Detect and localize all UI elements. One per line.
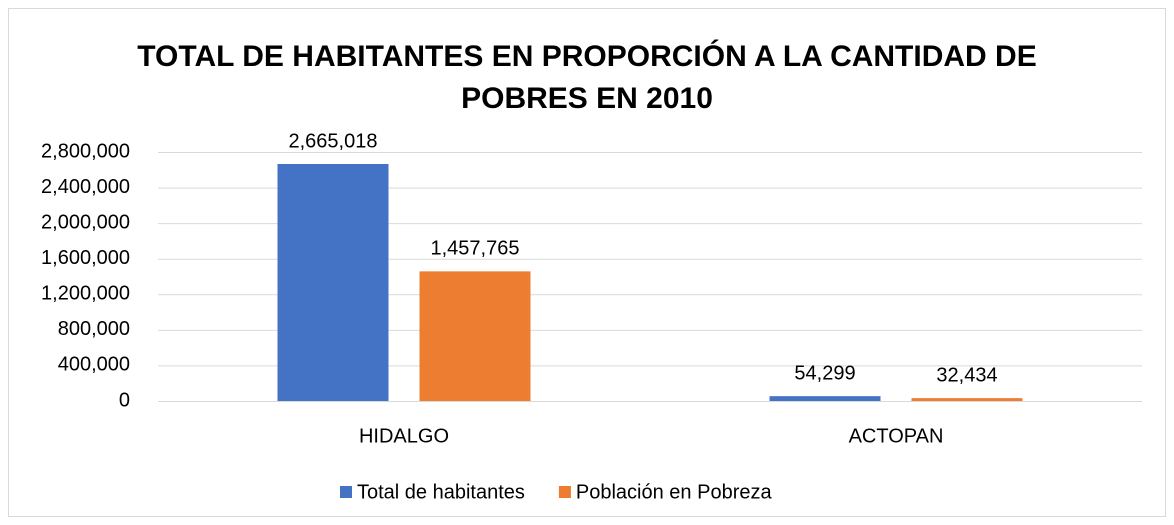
bar (911, 398, 1023, 401)
y-tick-label: 2,800,000 (41, 140, 130, 162)
bar (769, 396, 881, 401)
legend-label: Población en Pobreza (576, 481, 773, 503)
y-tick-label: 800,000 (58, 318, 130, 340)
x-tick-label: ACTOPAN (849, 425, 944, 447)
y-tick-label: 400,000 (58, 354, 130, 376)
y-tick-label: 0 (119, 389, 130, 411)
y-tick-label: 2,400,000 (41, 176, 130, 198)
x-tick-label: HIDALGO (359, 425, 449, 447)
bar (277, 164, 389, 401)
chart-border (8, 8, 1166, 517)
y-tick-label: 1,600,000 (41, 247, 130, 269)
value-label: 54,299 (794, 362, 855, 384)
y-tick-label: 1,200,000 (41, 283, 130, 305)
value-label: 2,665,018 (289, 130, 378, 152)
bar (419, 271, 531, 401)
legend-swatch (558, 486, 571, 498)
value-label: 1,457,765 (431, 238, 520, 260)
y-tick-label: 2,000,000 (41, 211, 130, 233)
value-label: 32,434 (936, 364, 997, 386)
chart-title: TOTAL DE HABITANTES EN PROPORCIÓN A LA C… (137, 40, 1037, 115)
legend-label: Total de habitantes (357, 481, 525, 503)
legend-swatch (340, 486, 352, 498)
